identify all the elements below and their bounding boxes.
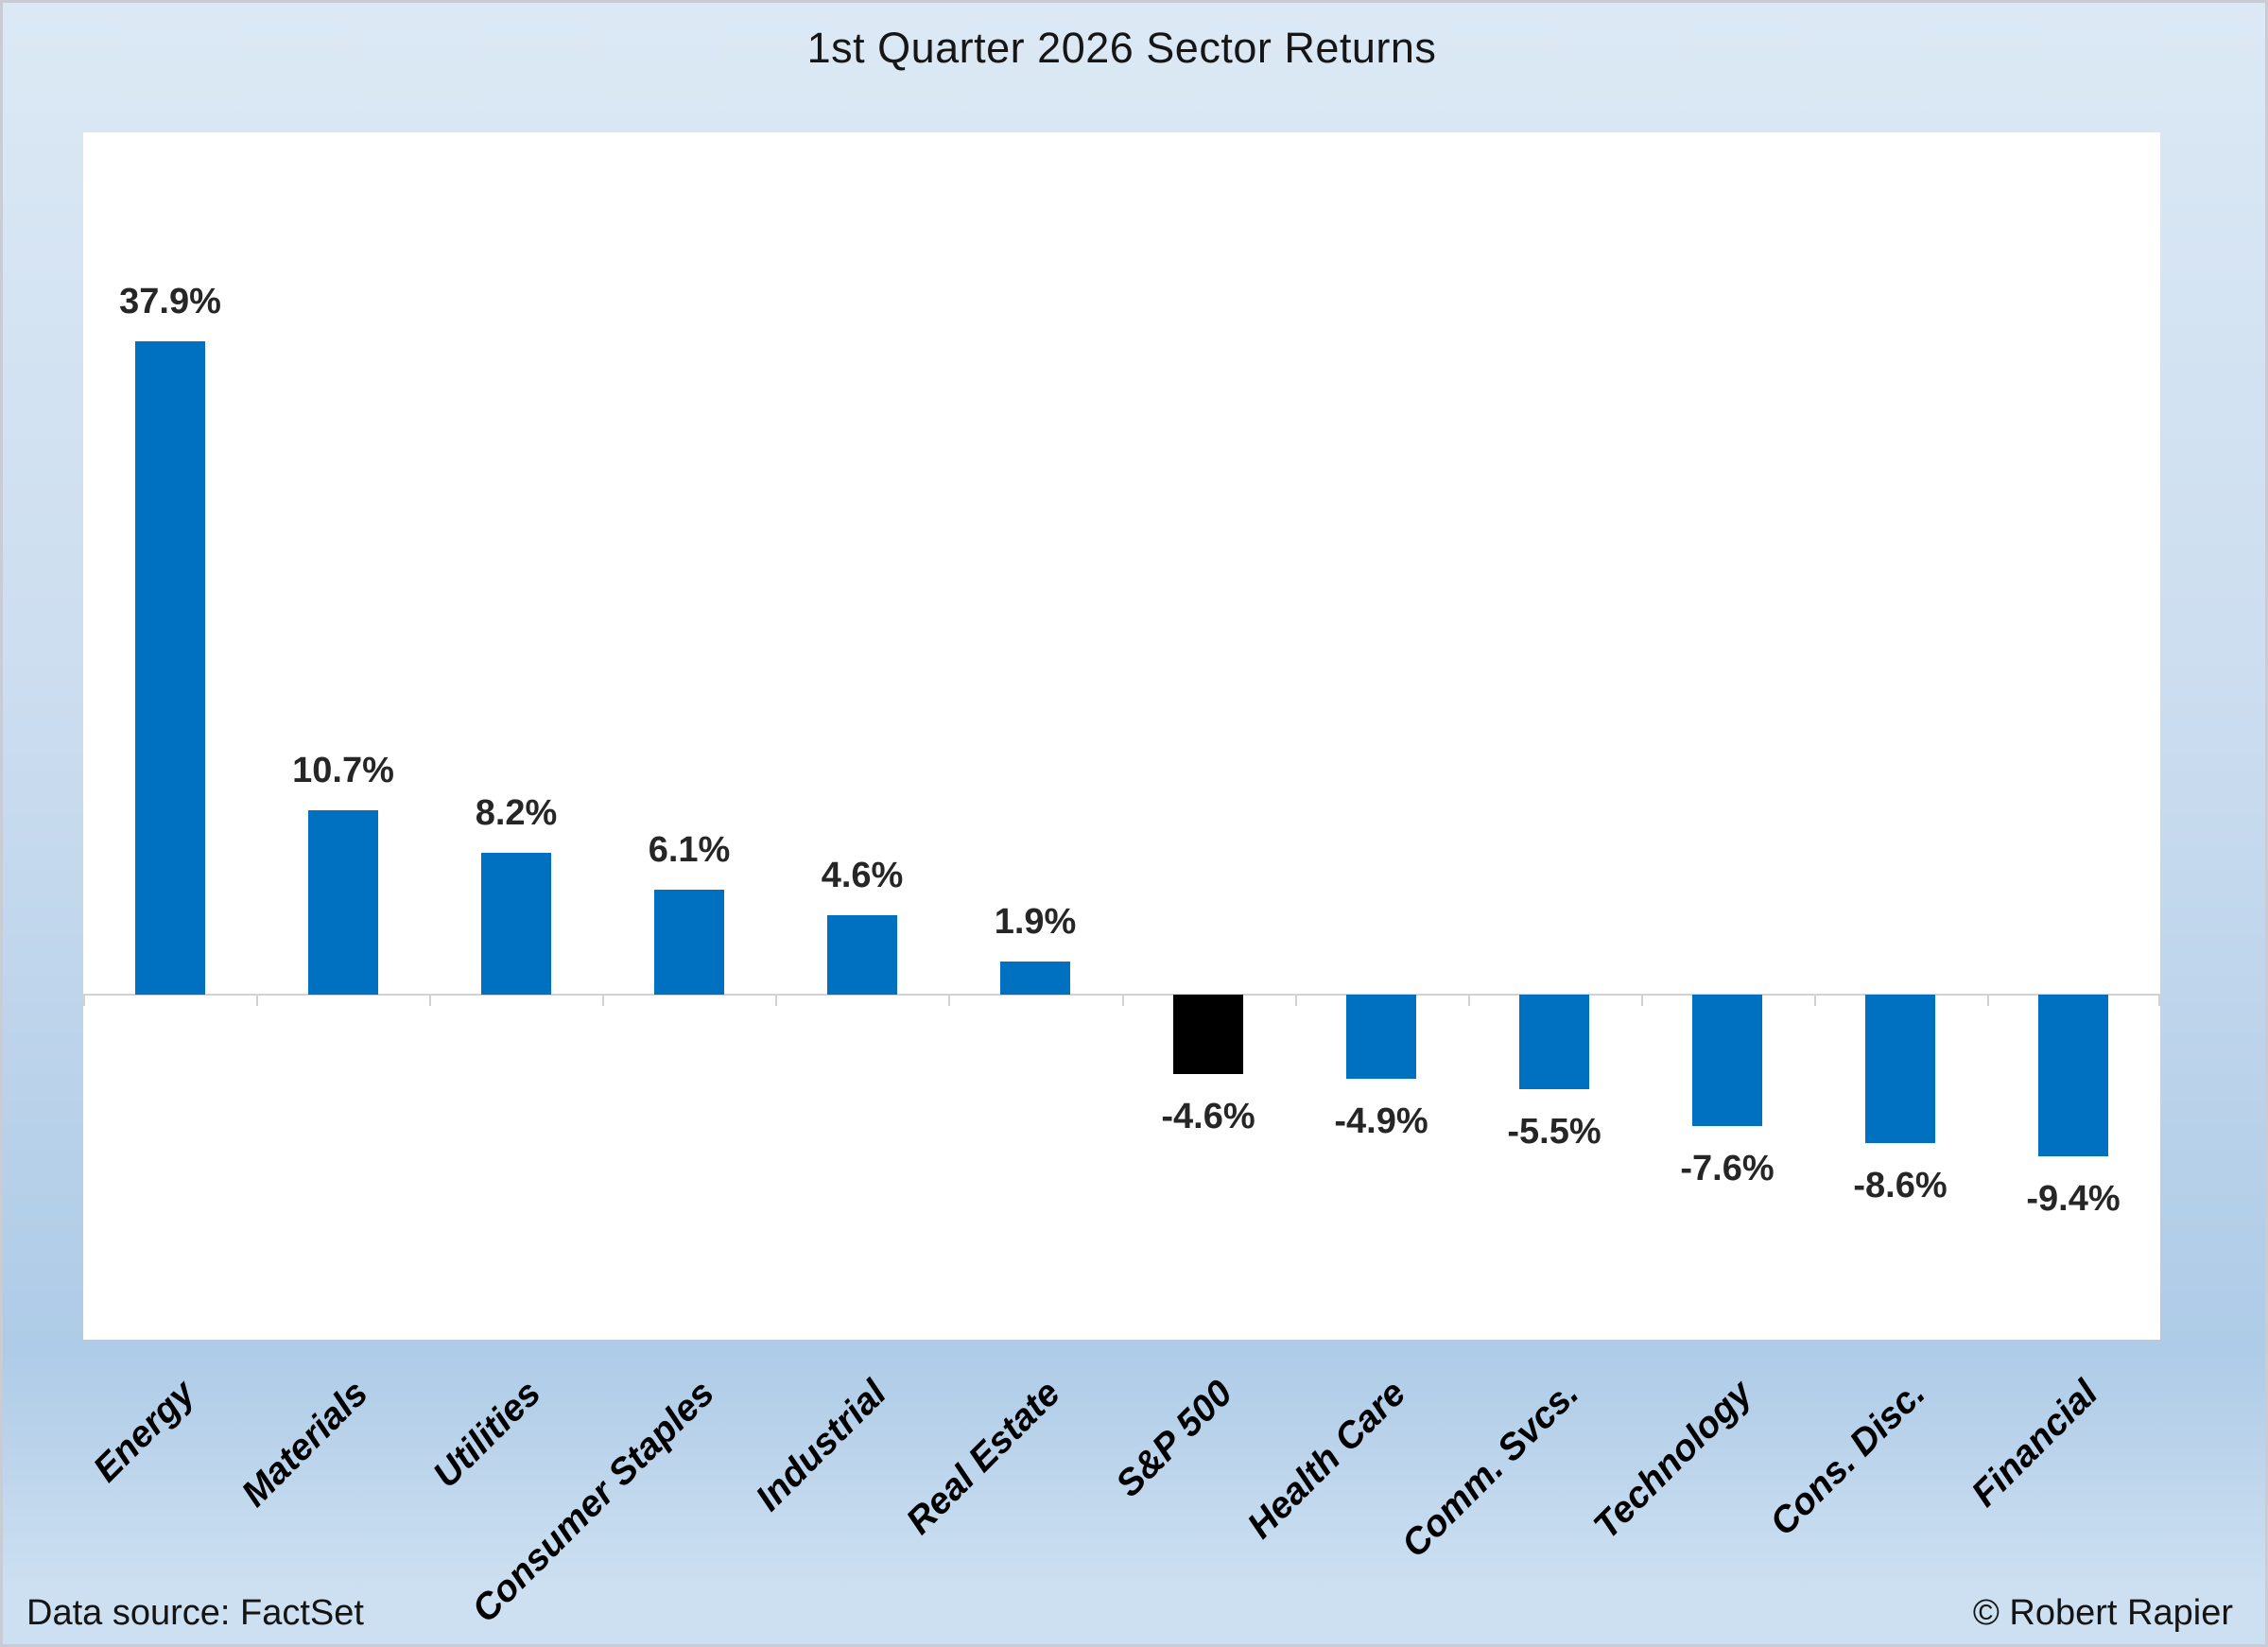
value-label-industrial: 4.6% [821, 856, 904, 895]
x-axis-tick [1987, 996, 1989, 1006]
plot-area: 37.9% 10.7% 8.2% 6.1% 4.6% 1.9% -4.6% -4.9% -5.5… [83, 132, 2160, 1340]
x-axis-line [83, 994, 2160, 996]
x-axis-tick [2158, 996, 2160, 1006]
value-label-consumer-staples: 6.1% [648, 830, 731, 870]
category-label-industrial: Industrial [748, 1373, 895, 1519]
x-axis-tick [1468, 996, 1470, 1006]
category-label-health-care: Health Care [1239, 1373, 1414, 1547]
bar-financial [2038, 995, 2108, 1156]
category-label-s-p-500: S&P 500 [1108, 1373, 1241, 1505]
bar-real-estate [1000, 962, 1070, 995]
value-label-technology: -7.6% [1680, 1149, 1775, 1188]
x-axis-tick [1814, 996, 1816, 1006]
category-label-materials: Materials [234, 1373, 376, 1515]
category-label-financial: Financial [1964, 1373, 2106, 1515]
category-label-comm-svcs: Comm. Svcs. [1394, 1373, 1587, 1566]
x-axis-tick [83, 996, 85, 1006]
x-axis-tick [1295, 996, 1297, 1006]
category-label-utilities: Utilities [425, 1373, 549, 1497]
data-source-note: Data source: FactSet [26, 1593, 364, 1633]
x-axis-tick [775, 996, 777, 1006]
category-label-energy: Energy [85, 1373, 203, 1490]
chart-title: 1st Quarter 2026 Sector Returns [806, 24, 1437, 72]
category-label-cons-disc: Cons. Disc. [1761, 1373, 1933, 1544]
x-axis-tick [256, 996, 258, 1006]
copyright-note: © Robert Rapier [1972, 1593, 2233, 1633]
bar-technology [1692, 995, 1762, 1126]
bar-health-care [1346, 995, 1416, 1079]
bar-cons-disc [1865, 995, 1935, 1143]
value-label-s-p-500: -4.6% [1161, 1097, 1255, 1136]
bar-materials [308, 810, 378, 995]
value-label-materials: 10.7% [292, 751, 394, 790]
x-axis-tick [602, 996, 604, 1006]
x-axis-tick [1641, 996, 1643, 1006]
value-label-energy: 37.9% [119, 282, 221, 321]
bar-energy [135, 341, 205, 995]
value-label-health-care: -4.9% [1334, 1101, 1428, 1141]
bar-industrial [827, 915, 897, 995]
x-axis-tick [948, 996, 950, 1006]
category-label-real-estate: Real Estate [898, 1373, 1068, 1543]
x-axis-tick [1122, 996, 1124, 1006]
value-label-comm-svcs: -5.5% [1507, 1112, 1601, 1152]
bar-utilities [481, 853, 551, 995]
value-label-financial: -9.4% [2026, 1179, 2121, 1219]
value-label-real-estate: 1.9% [994, 902, 1077, 942]
bar-consumer-staples [654, 890, 724, 995]
bar-comm-svcs [1519, 995, 1589, 1089]
value-label-utilities: 8.2% [475, 793, 558, 833]
category-label-technology: Technology [1585, 1373, 1760, 1548]
bar-s-p-500 [1173, 995, 1243, 1074]
x-axis-tick [429, 996, 431, 1006]
value-label-cons-disc: -8.6% [1853, 1166, 1948, 1205]
